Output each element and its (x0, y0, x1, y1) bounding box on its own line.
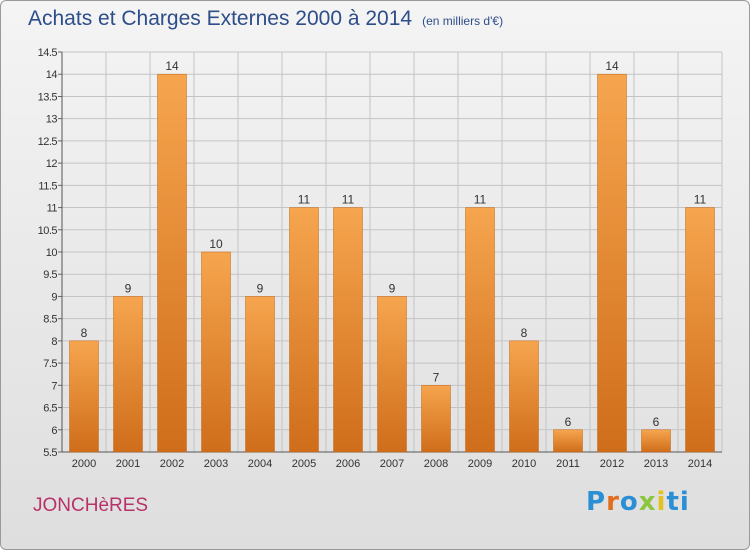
bar (685, 207, 715, 453)
bar-value-label: 7 (433, 370, 440, 384)
bar-value-label: 11 (342, 193, 355, 207)
y-tick-label: 14.5 (38, 47, 58, 59)
bar-value-label: 11 (694, 193, 707, 207)
bar (465, 207, 495, 453)
y-tick-label: 8 (51, 336, 57, 348)
logo-letter: ti (666, 487, 690, 517)
x-tick-label: 2004 (248, 458, 272, 470)
y-tick-label: 11.5 (38, 180, 57, 192)
bar-value-label: 9 (125, 281, 132, 295)
y-tick-label: 7 (51, 380, 57, 392)
y-tick-label: 12 (46, 158, 58, 170)
bar-value-label: 6 (653, 415, 660, 429)
y-tick-label: 7.5 (43, 358, 57, 370)
logo-letter: i (656, 487, 667, 517)
bar-value-label: 8 (521, 326, 528, 340)
bar (333, 207, 363, 453)
bar (113, 296, 143, 453)
bar-value-label: 9 (257, 281, 264, 295)
y-tick-label: 13 (46, 114, 58, 126)
x-tick-label: 2011 (556, 458, 580, 470)
bar (377, 296, 407, 453)
y-tick-label: 10.5 (38, 225, 58, 237)
bars (69, 73, 715, 453)
y-tick-label: 5.5 (43, 447, 57, 459)
bar (289, 207, 319, 453)
x-tick-label: 2006 (336, 458, 360, 470)
bar-value-label: 11 (474, 193, 487, 207)
commune-name: JONCHèRES (33, 495, 149, 516)
proxiti-logo[interactable]: Proxiti (586, 487, 690, 517)
y-tick-label: 9.5 (43, 269, 57, 281)
x-tick-label: 2008 (424, 458, 448, 470)
x-tick-label: 2013 (644, 458, 668, 470)
x-tick-label: 2002 (160, 458, 184, 470)
y-tick-label: 6 (51, 425, 57, 437)
y-tick-label: 10 (46, 247, 58, 259)
x-tick-label: 2014 (688, 458, 712, 470)
chart-title: Achats et Charges Externes 2000 à 2014 (e… (28, 7, 503, 31)
bar (509, 340, 539, 453)
unit-label: (en milliers d'€) (422, 14, 504, 28)
bar (597, 73, 627, 453)
y-tick-label: 12.5 (38, 136, 58, 148)
bar-value-label: 8 (81, 326, 88, 340)
x-tick-label: 2003 (204, 458, 228, 470)
logo-letter: r (606, 487, 620, 517)
y-tick-label: 9 (51, 291, 57, 303)
bar (245, 296, 275, 453)
bar-value-label: 10 (209, 237, 223, 251)
bar (69, 340, 99, 453)
bar (641, 429, 671, 453)
logo-letter: P (586, 487, 607, 517)
x-tick-label: 2009 (468, 458, 492, 470)
y-tick-label: 8.5 (43, 314, 57, 326)
y-tick-label: 11 (47, 203, 58, 215)
logo-letter: x (638, 487, 657, 517)
x-tick-label: 2005 (292, 458, 316, 470)
logo-letter: o (619, 487, 639, 517)
y-tick-label: 13.5 (38, 91, 58, 103)
bar-value-label: 6 (565, 415, 572, 429)
x-tick-label: 2000 (72, 458, 96, 470)
x-tick-label: 2010 (512, 458, 536, 470)
bar (157, 73, 187, 453)
y-tick-label: 14 (46, 69, 58, 81)
bar-value-label: 9 (389, 281, 396, 295)
bar (421, 385, 451, 453)
bar-value-label: 11 (298, 193, 311, 207)
bar (553, 429, 583, 453)
bar-value-label: 14 (605, 59, 619, 73)
bar-value-label: 14 (165, 59, 179, 73)
bar (201, 251, 231, 453)
labels: 5.5 6 6.5 7 7.5 8 8.5 9 9.5 10 10.5 11 11.5 12 12.5 13 1… (38, 47, 713, 470)
x-tick-label: 2007 (380, 458, 404, 470)
x-tick-label: 2012 (600, 458, 624, 470)
title-text: Achats et Charges Externes 2000 à 2014 (28, 7, 413, 30)
x-tick-label: 2001 (116, 458, 140, 470)
y-tick-label: 6.5 (43, 403, 57, 415)
